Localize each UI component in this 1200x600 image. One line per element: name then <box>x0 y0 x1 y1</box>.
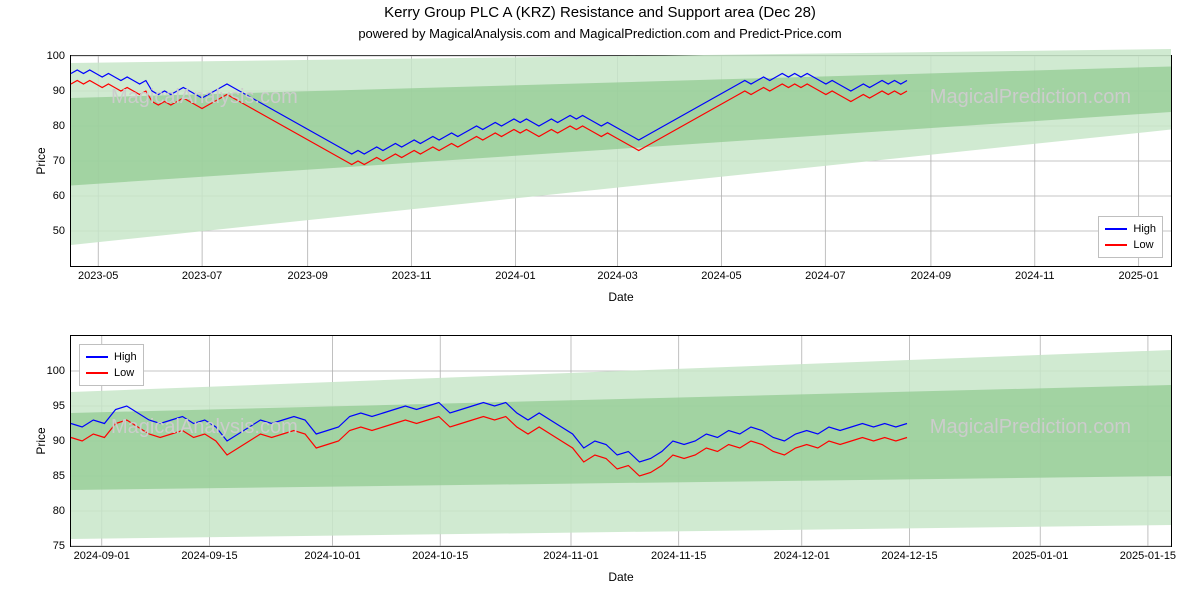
legend-label: Low <box>1133 239 1153 251</box>
legend-item-low: Low <box>86 365 137 381</box>
legend: High Low <box>79 344 144 386</box>
x-tick-label: 2024-11-01 <box>543 550 598 562</box>
legend-swatch-high <box>86 356 108 358</box>
legend-swatch-high <box>1105 228 1127 230</box>
legend: High Low <box>1098 216 1163 258</box>
y-tick-label: 75 <box>53 540 65 552</box>
y-tick-label: 90 <box>53 435 65 447</box>
y-tick-label: 60 <box>53 190 65 202</box>
y-tick-label: 100 <box>47 365 65 377</box>
top-chart-panel: MagicalAnalysis.com MagicalPrediction.co… <box>70 55 1172 267</box>
y-tick-label: 70 <box>53 155 65 167</box>
x-tick-label: 2023-11 <box>392 270 432 282</box>
y-tick-label: 80 <box>53 120 65 132</box>
y-axis-label: Price <box>34 421 48 461</box>
x-tick-label: 2024-09-01 <box>74 550 130 562</box>
x-tick-label: 2024-07 <box>805 270 845 282</box>
bottom-chart-panel: MagicalAnalysis.com MagicalPrediction.co… <box>70 335 1172 547</box>
y-axis-label: Price <box>34 141 48 181</box>
x-tick-label: 2024-10-01 <box>304 550 360 562</box>
chart-subtitle: powered by MagicalAnalysis.com and Magic… <box>0 26 1200 41</box>
y-tick-label: 50 <box>53 225 65 237</box>
y-tick-label: 90 <box>53 85 65 97</box>
x-tick-label: 2024-03 <box>597 270 637 282</box>
x-tick-label: 2023-07 <box>182 270 222 282</box>
x-axis-label: Date <box>71 570 1171 584</box>
x-tick-label: 2024-12-15 <box>881 550 937 562</box>
x-tick-label: 2025-01-15 <box>1120 550 1176 562</box>
x-tick-label: 2025-01-01 <box>1012 550 1068 562</box>
legend-label: Low <box>114 367 134 379</box>
x-tick-label: 2024-10-15 <box>412 550 468 562</box>
x-tick-label: 2024-09 <box>911 270 951 282</box>
legend-item-high: High <box>1105 221 1156 237</box>
bottom-chart-svg <box>71 336 1171 546</box>
legend-item-low: Low <box>1105 237 1156 253</box>
x-tick-label: 2023-05 <box>78 270 118 282</box>
x-tick-label: 2024-11-15 <box>651 550 706 562</box>
y-tick-label: 80 <box>53 505 65 517</box>
x-tick-label: 2023-09 <box>287 270 327 282</box>
chart-title: Kerry Group PLC A (KRZ) Resistance and S… <box>0 4 1200 21</box>
x-tick-label: 2024-05 <box>701 270 741 282</box>
x-tick-label: 2024-01 <box>495 270 535 282</box>
y-tick-label: 85 <box>53 470 65 482</box>
legend-swatch-low <box>1105 244 1127 246</box>
legend-label: High <box>1133 223 1156 235</box>
legend-label: High <box>114 351 137 363</box>
x-tick-label: 2024-11 <box>1015 270 1055 282</box>
y-tick-label: 100 <box>47 50 65 62</box>
top-chart-svg <box>71 56 1171 266</box>
x-tick-label: 2024-12-01 <box>774 550 830 562</box>
x-axis-label: Date <box>71 290 1171 304</box>
figure: Kerry Group PLC A (KRZ) Resistance and S… <box>0 0 1200 600</box>
legend-swatch-low <box>86 372 108 374</box>
legend-item-high: High <box>86 349 137 365</box>
x-tick-label: 2024-09-15 <box>181 550 237 562</box>
y-tick-label: 95 <box>53 400 65 412</box>
x-tick-label: 2025-01 <box>1118 270 1158 282</box>
